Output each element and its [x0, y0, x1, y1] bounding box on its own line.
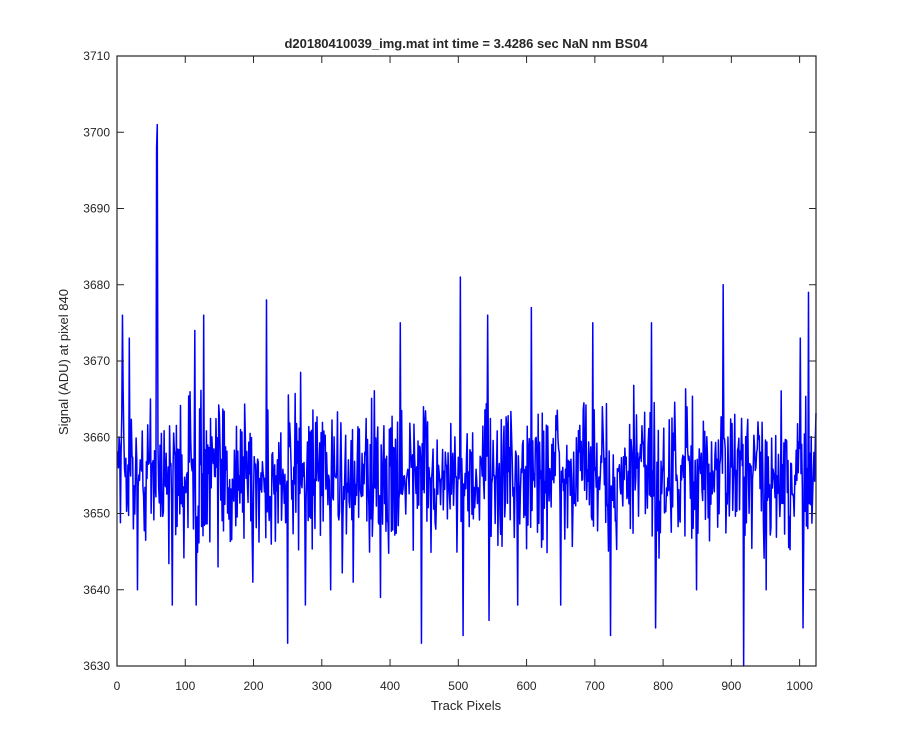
- data-point: [217, 566, 219, 568]
- data-point: [195, 604, 197, 606]
- y-tick-label: 3640: [83, 583, 110, 597]
- y-tick-label: 3690: [83, 202, 110, 216]
- data-point: [157, 444, 159, 446]
- x-tick-label: 800: [653, 679, 673, 693]
- data-point: [487, 314, 489, 316]
- data-point: [517, 604, 519, 606]
- x-tick-label: 700: [585, 679, 605, 693]
- y-axis: 3630 3640 3650 3660 3670 3680 3690 3700 3710: [83, 49, 816, 673]
- x-tick-label: 200: [244, 679, 264, 693]
- y-tick-label: 3630: [83, 659, 110, 673]
- x-tick-label: 500: [448, 679, 468, 693]
- y-tick-label: 3680: [83, 278, 110, 292]
- data-point: [488, 619, 490, 621]
- data-point: [136, 589, 139, 591]
- data-point: [420, 642, 423, 644]
- data-point: [799, 337, 801, 339]
- data-point: [117, 467, 119, 469]
- data-point: [695, 589, 698, 591]
- data-point: [379, 596, 382, 598]
- data-point: [807, 291, 810, 293]
- data-point: [203, 314, 205, 316]
- x-tick-label: 900: [721, 679, 741, 693]
- data-point: [802, 627, 804, 629]
- data-point: [121, 314, 124, 316]
- y-tick-label: 3710: [83, 49, 110, 63]
- y-tick-label: 3650: [83, 507, 110, 521]
- data-point: [530, 307, 532, 309]
- data-point: [609, 634, 612, 637]
- data-point: [352, 581, 354, 583]
- y-tick-label: 3660: [83, 430, 110, 444]
- x-tick-label: 400: [380, 679, 400, 693]
- data-point: [459, 276, 461, 278]
- chart-title: d20180410039_img.mat int time = 3.4286 s…: [284, 36, 648, 51]
- data-point: [194, 329, 196, 332]
- data-point: [155, 146, 158, 149]
- data-point: [265, 299, 268, 301]
- data-point: [330, 589, 332, 591]
- y-tick-label: 3670: [83, 354, 110, 368]
- data-point: [287, 642, 289, 644]
- data-point: [813, 451, 815, 454]
- data-point: [399, 322, 401, 324]
- series-line: [116, 123, 817, 667]
- x-axis-label: Track Pixels: [431, 698, 502, 713]
- y-tick-label: 3700: [83, 125, 110, 139]
- data-point: [650, 322, 653, 324]
- data-point: [765, 589, 767, 591]
- data-point: [252, 581, 254, 583]
- x-tick-label: 100: [175, 679, 195, 693]
- x-tick-label: 300: [312, 679, 332, 693]
- x-tick-label: 600: [517, 679, 537, 693]
- data-point: [654, 627, 657, 629]
- data-point: [560, 604, 562, 606]
- data-point: [462, 634, 464, 637]
- data-point: [592, 322, 594, 324]
- data-point: [171, 604, 173, 606]
- x-tick-label: 1000: [786, 679, 813, 693]
- data-point: [128, 337, 130, 339]
- x-tick-label: 0: [114, 679, 121, 693]
- x-axis: 0 100 200 300 400 500 600 700 800 900 1000: [114, 56, 813, 693]
- data-point: [722, 284, 724, 286]
- data-point: [156, 124, 158, 126]
- y-axis-label: Signal (ADU) at pixel 840: [56, 289, 71, 435]
- data-point: [304, 604, 307, 606]
